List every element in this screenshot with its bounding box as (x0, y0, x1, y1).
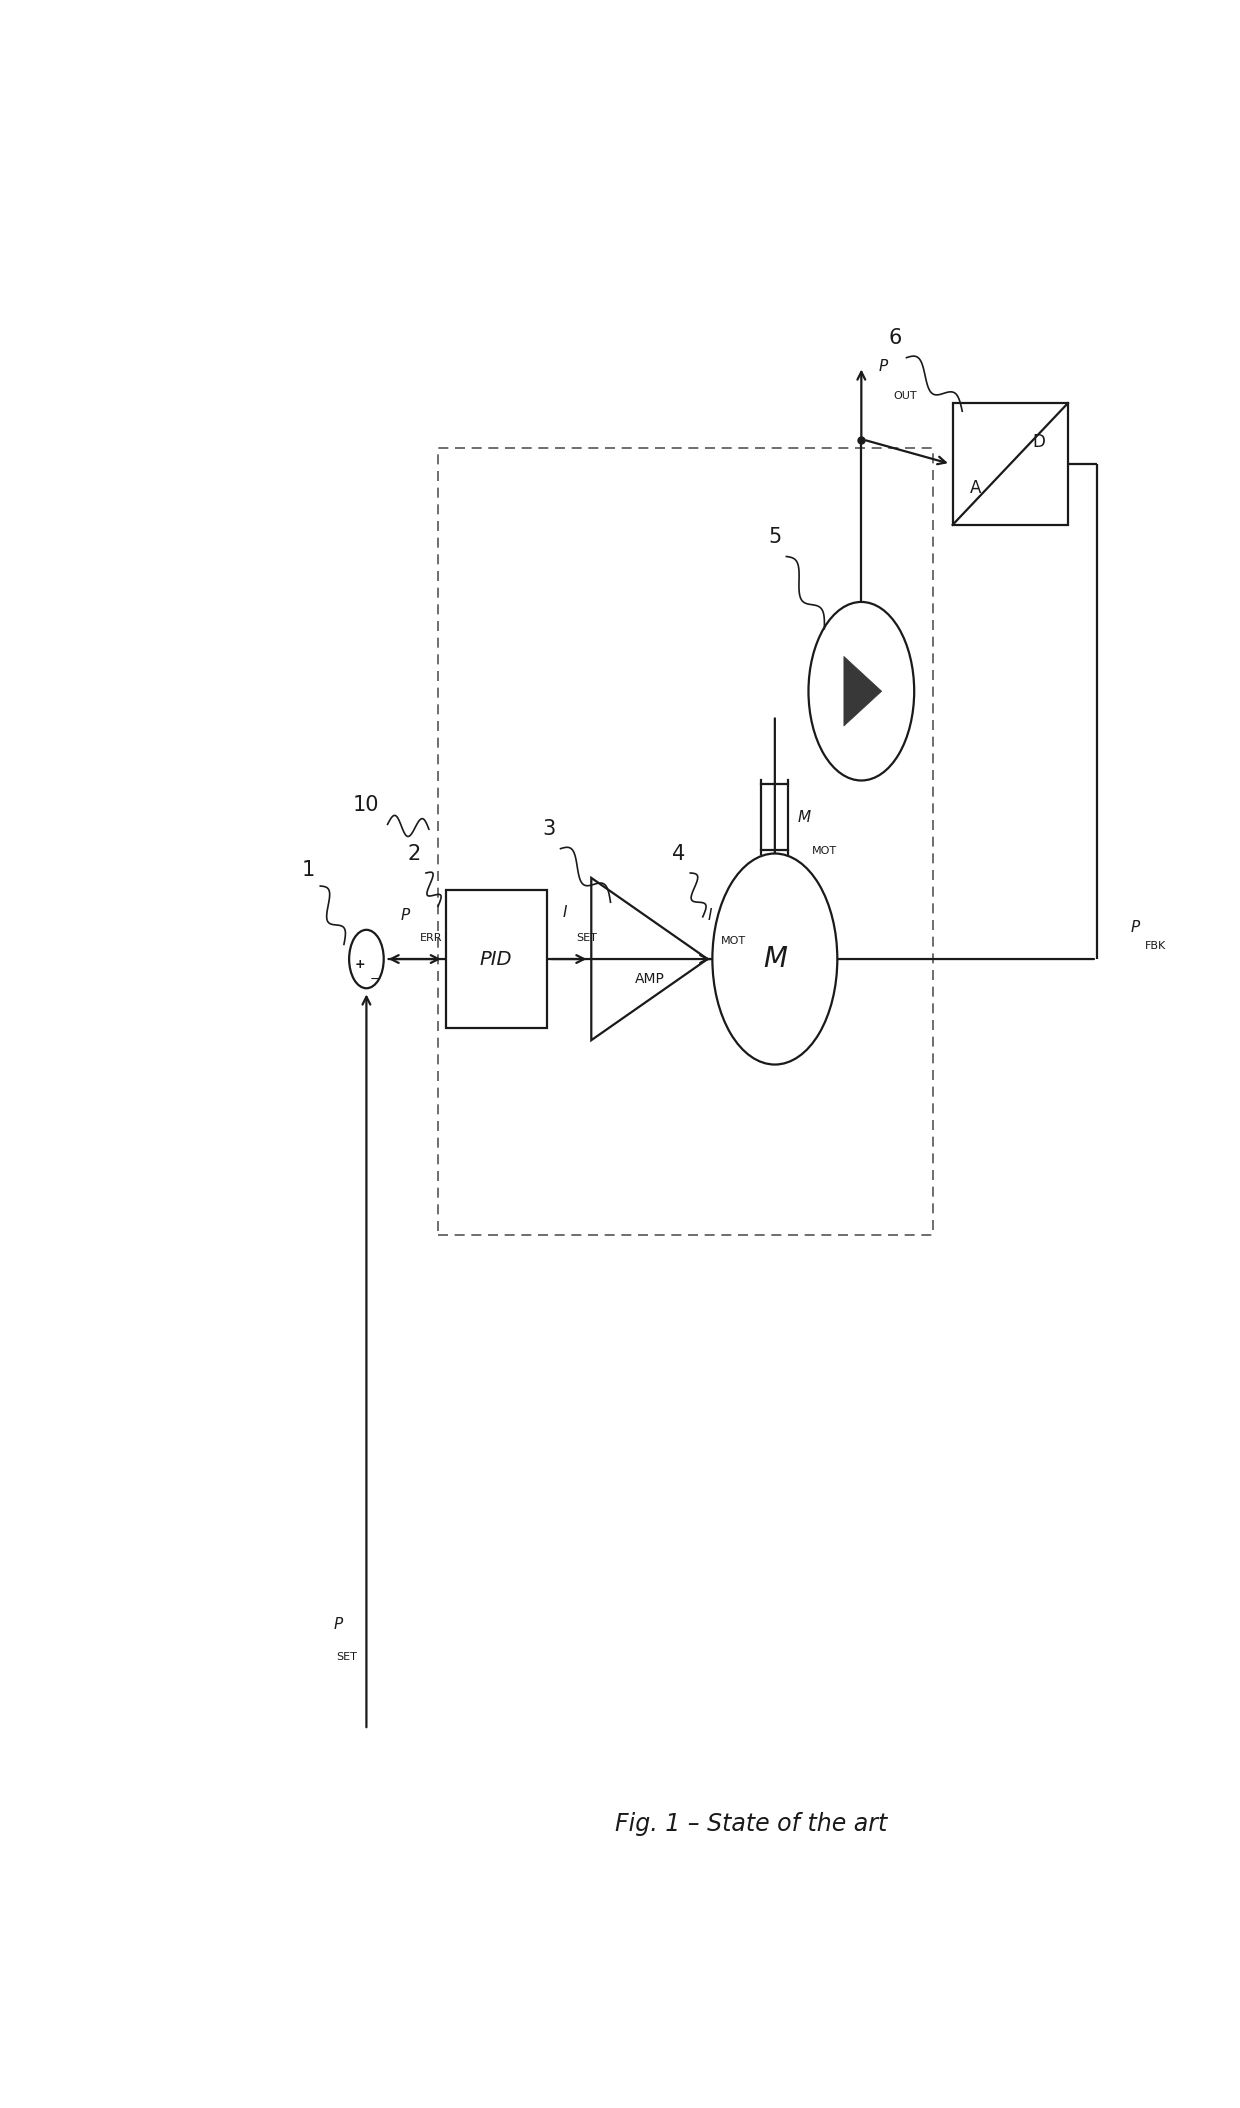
Text: SET: SET (336, 1653, 357, 1661)
Text: M: M (763, 944, 787, 974)
Text: 1: 1 (303, 860, 315, 879)
Text: 5: 5 (769, 527, 781, 546)
Bar (439, 447, 934, 1235)
Text: P: P (1131, 919, 1140, 934)
Text: FBK: FBK (1145, 940, 1166, 951)
Text: 4: 4 (672, 843, 686, 864)
Text: PID: PID (480, 949, 512, 968)
Text: I: I (707, 909, 712, 923)
Text: D: D (1033, 432, 1045, 451)
Bar (952, 403, 1068, 525)
Text: −: − (370, 974, 381, 987)
Text: MOT: MOT (720, 936, 746, 946)
Text: AMP: AMP (635, 972, 665, 987)
Text: OUT: OUT (893, 390, 916, 401)
Circle shape (712, 854, 837, 1065)
Text: 10: 10 (353, 795, 379, 816)
Text: +: + (355, 959, 365, 972)
Text: ERR: ERR (419, 934, 441, 942)
Circle shape (350, 930, 383, 989)
Text: MOT: MOT (812, 845, 837, 856)
Text: Fig. 1 – State of the art: Fig. 1 – State of the art (615, 1813, 887, 1836)
Text: 6: 6 (888, 329, 901, 348)
Text: 2: 2 (408, 843, 422, 864)
Text: 3: 3 (542, 820, 556, 839)
Text: SET: SET (577, 934, 596, 942)
Text: P: P (879, 358, 888, 373)
Text: M: M (797, 809, 811, 824)
Bar (445, 890, 547, 1029)
Text: P: P (401, 909, 409, 923)
Text: A: A (970, 479, 981, 497)
Text: P: P (334, 1617, 342, 1632)
Polygon shape (844, 656, 882, 725)
Circle shape (808, 603, 914, 780)
Text: I: I (562, 904, 567, 919)
